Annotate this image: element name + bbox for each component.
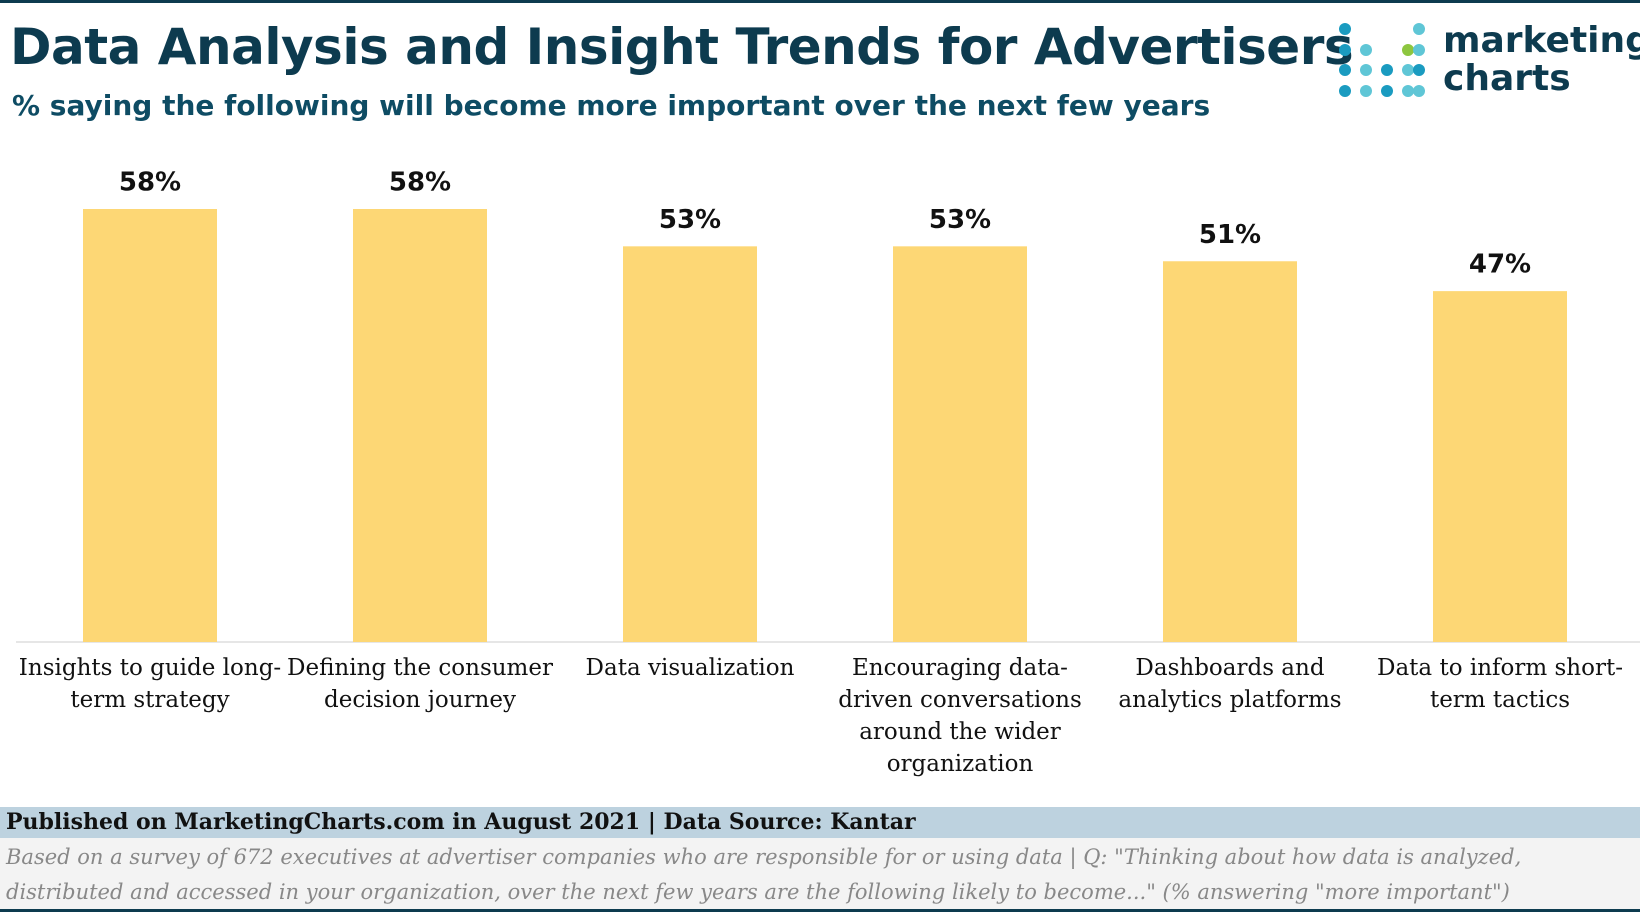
chart-subtitle: % saying the following will become more … (12, 89, 1211, 122)
data-label: 47% (1469, 250, 1531, 280)
source-band (0, 807, 1640, 838)
logo-dots (1339, 23, 1425, 97)
data-label: 58% (389, 168, 451, 198)
bar (1433, 291, 1567, 642)
data-label: 58% (119, 168, 181, 198)
x-tick-label: Insights to guide long-term strategy (18, 655, 282, 713)
data-label: 51% (1199, 220, 1261, 250)
logo-text: marketing (1443, 20, 1640, 61)
x-tick-label: Data to inform short-term tactics (1377, 655, 1623, 713)
bar (353, 209, 487, 642)
data-label: 53% (929, 205, 991, 235)
chart-title: Data Analysis and Insight Trends for Adv… (10, 18, 1354, 76)
top-rule (0, 0, 1640, 3)
bar (893, 246, 1027, 643)
x-tick-label: Encouraging data-driven conversations ar… (838, 655, 1082, 777)
logo-text: charts (1443, 58, 1571, 99)
note-band (0, 838, 1640, 909)
bar (623, 246, 757, 643)
x-tick-label: Data visualization (585, 655, 795, 681)
bar (83, 209, 217, 642)
bottom-rule (0, 909, 1640, 912)
data-label: 53% (659, 205, 721, 235)
bar (1163, 261, 1297, 642)
source: Published on MarketingCharts.com in Augu… (6, 809, 916, 835)
x-tick-label: Dashboards and analytics platforms (1118, 655, 1342, 713)
note: Based on a survey of 672 executives at a… (6, 845, 1522, 904)
x-tick-label: Defining the consumer decision journey (287, 655, 553, 713)
